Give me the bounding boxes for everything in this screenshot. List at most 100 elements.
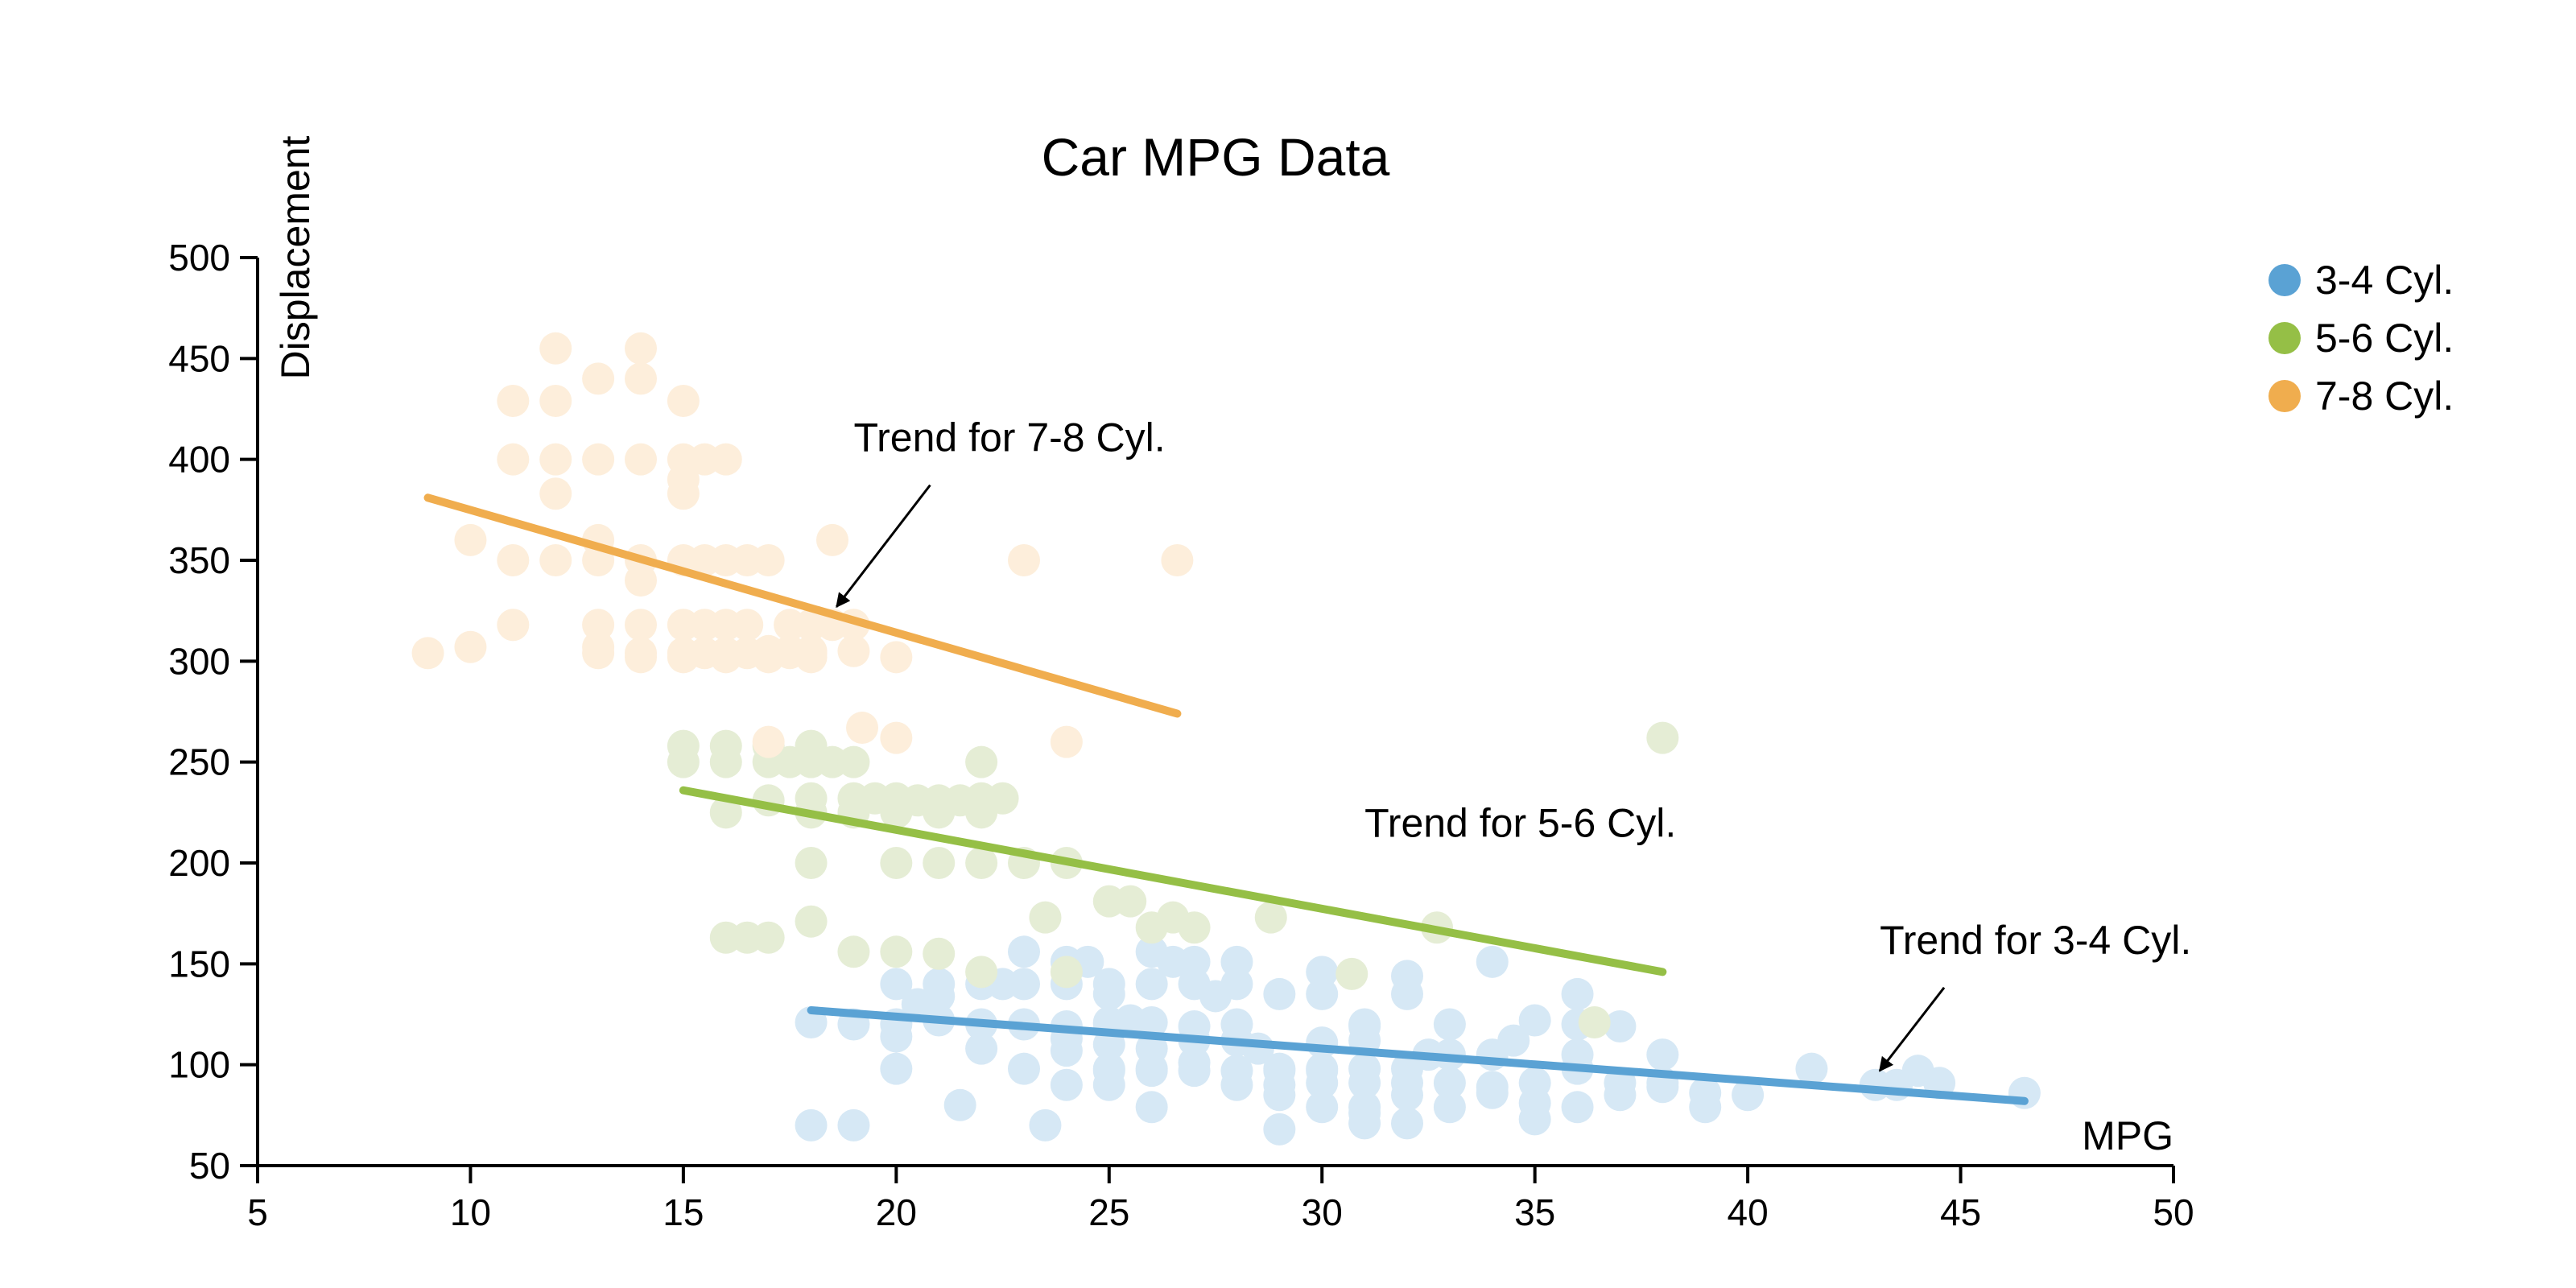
data-point (816, 523, 848, 556)
data-point (965, 1032, 998, 1065)
legend-label-1: 3-4 Cyl. (2315, 258, 2454, 303)
data-point (1604, 1010, 1637, 1043)
data-point (880, 641, 913, 674)
data-point (965, 745, 998, 778)
data-point (709, 796, 742, 829)
data-point (795, 905, 828, 938)
data-point (1178, 945, 1211, 978)
data-point (1220, 1008, 1253, 1041)
data-point (880, 847, 913, 879)
data-point (923, 937, 956, 970)
data-point (411, 637, 444, 670)
x-tick-label: 15 (663, 1191, 704, 1233)
data-point (795, 634, 828, 667)
data-point (1220, 945, 1253, 978)
axes: 5 10 15 20 25 30 35 40 45 50 50 100 150 200 250 300 350 4… (168, 237, 2194, 1233)
y-axis-label: Displacement (273, 135, 318, 379)
data-point (837, 634, 870, 667)
x-tick-label: 35 (1514, 1191, 1555, 1233)
data-point (625, 564, 657, 597)
x-tick-label: 25 (1088, 1191, 1129, 1233)
annotation-arrow-1 (836, 484, 931, 609)
x-tick-label: 50 (2153, 1191, 2194, 1233)
data-point (667, 384, 700, 417)
data-point (965, 956, 998, 989)
data-point (625, 641, 657, 674)
data-point (1476, 945, 1509, 978)
x-tick-label: 40 (1728, 1191, 1769, 1233)
legend: 3-4 Cyl. 5-6 Cyl. 7-8 Cyl. (2268, 258, 2454, 419)
data-point (1391, 1107, 1423, 1140)
data-point (1518, 1087, 1551, 1120)
series-points-1 (795, 935, 2041, 1146)
data-point (667, 745, 700, 778)
data-point (1306, 977, 1339, 1010)
data-point (837, 1108, 870, 1141)
x-tick-label: 20 (876, 1191, 917, 1233)
y-tick-label: 200 (168, 842, 230, 884)
data-point (1050, 956, 1083, 989)
data-point (1008, 1052, 1040, 1085)
data-point (880, 721, 913, 754)
data-point (1348, 1091, 1381, 1124)
data-point (1029, 1108, 1062, 1141)
data-point (625, 332, 657, 365)
data-point (1518, 1004, 1551, 1037)
data-point (1335, 957, 1368, 990)
x-tick-label: 5 (247, 1191, 268, 1233)
data-point (1433, 1091, 1466, 1124)
data-point (846, 712, 879, 745)
legend-marker-2 (2268, 322, 2301, 354)
data-point (1263, 1055, 1296, 1088)
data-point (1135, 968, 1168, 1001)
y-tick-label: 250 (168, 741, 230, 783)
data-point (880, 968, 913, 1001)
data-point (1476, 1076, 1509, 1109)
x-tick-label: 45 (1940, 1191, 1981, 1233)
trend-line-3 (423, 493, 1182, 718)
data-point (1008, 544, 1040, 576)
data-point (539, 332, 572, 365)
data-point (752, 921, 785, 954)
data-point (497, 544, 530, 576)
data-point (1114, 885, 1147, 918)
data-point (943, 1088, 976, 1121)
data-point (1092, 1068, 1125, 1101)
points-layer (411, 332, 2041, 1146)
data-point (1391, 1079, 1423, 1112)
y-tick-label: 150 (168, 943, 230, 985)
data-point (923, 980, 956, 1013)
data-point (880, 1052, 913, 1085)
annotation-text-3: Trend for 3-4 Cyl. (1880, 918, 2191, 963)
data-point (1391, 977, 1423, 1010)
trend-layer (423, 493, 2029, 1105)
data-point (1561, 1038, 1594, 1071)
data-point (454, 630, 487, 663)
data-point (795, 1108, 828, 1141)
y-tick-label: 300 (168, 640, 230, 682)
chart-title: Car MPG Data (1042, 127, 1390, 187)
annotation-arrow-3 (1878, 986, 1946, 1072)
data-point (837, 935, 870, 968)
x-axis-label: MPG (2082, 1113, 2174, 1158)
data-point (1220, 968, 1253, 1001)
data-point (709, 443, 742, 476)
data-point (752, 544, 785, 576)
data-point (1263, 1079, 1296, 1112)
data-point (1135, 1006, 1168, 1039)
data-point (1050, 1034, 1083, 1067)
trend-line-1 (807, 1005, 2029, 1105)
data-point (625, 609, 657, 642)
data-point (1306, 956, 1339, 989)
series-points-3 (411, 332, 1194, 758)
data-point (1008, 968, 1040, 1001)
data-point (1178, 1046, 1211, 1080)
data-point (965, 847, 998, 879)
data-point (1578, 1006, 1611, 1039)
legend-label-3: 7-8 Cyl. (2315, 374, 2454, 419)
data-point (1050, 1068, 1083, 1101)
data-point (539, 443, 572, 476)
data-point (1732, 1079, 1765, 1112)
y-tick-label: 350 (168, 539, 230, 581)
data-point (880, 1020, 913, 1053)
